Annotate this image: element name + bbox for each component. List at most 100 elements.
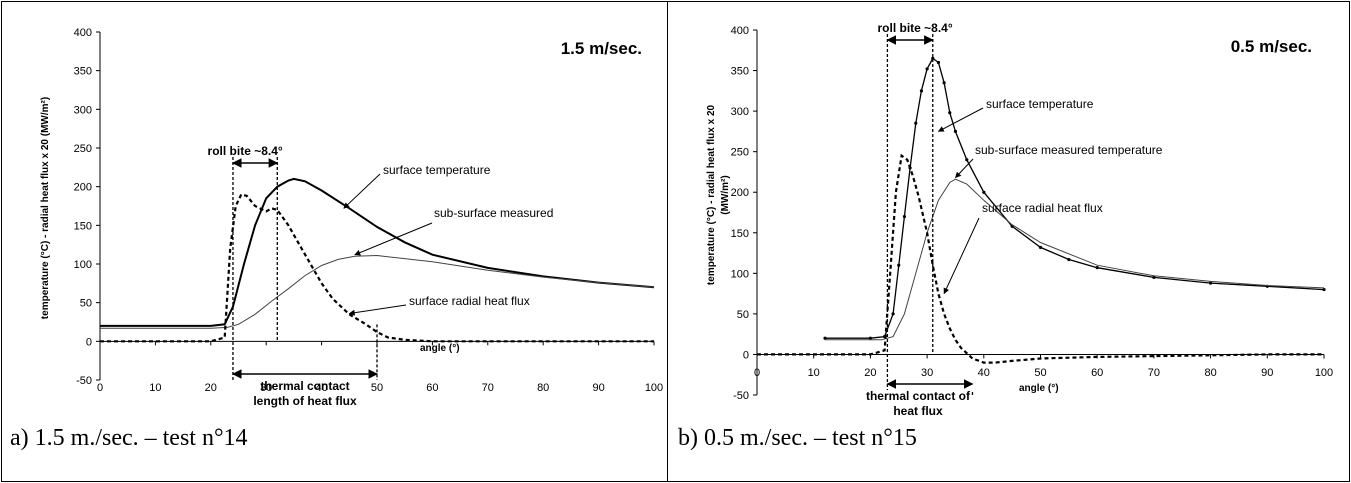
chart-0-speed-label: 1.5 m/sec.	[561, 39, 642, 58]
chart-1-x-axis-label: angle (°)	[1019, 383, 1059, 394]
chart-1-series-surface-temperature-point	[919, 89, 924, 93]
chart-1-callout-arrow	[955, 158, 974, 179]
chart-0-callout-label: sub-surface measured	[434, 206, 553, 220]
chart-0-callout-label: surface temperature	[383, 163, 491, 177]
chart-1-series-surface-temperature-point	[948, 111, 952, 115]
chart-0-series-surface-radial-heat-flux	[100, 193, 654, 343]
chart-1-series-surface-temperature-point	[823, 336, 827, 340]
chart-0-y-tick-label: 100	[74, 259, 92, 271]
panel-divider	[667, 2, 668, 481]
chart-1-series-surface-temperature-point	[914, 121, 918, 125]
chart-1-x-tick-label: 0	[754, 367, 760, 379]
chart-1-x-tick-label: 20	[864, 367, 876, 379]
chart-1-x-tick-label: 50	[1034, 367, 1046, 379]
chart-1-series-surface-temperature-point	[1152, 275, 1156, 279]
chart-0-y-tick-label: 250	[74, 143, 92, 155]
chart-1-series-surface-temperature-point	[1038, 245, 1043, 249]
chart-0-callout-arrow	[354, 222, 433, 256]
chart-1-series-surface-temperature-point	[1067, 257, 1071, 262]
chart-0-thermal-contact-label-2: length of heat flux	[253, 394, 357, 408]
caption-b: b) 0.5 m./sec. – test n°15	[678, 425, 917, 451]
chart-1-x-tick-label: 30	[921, 367, 933, 379]
chart-0-series-sub-surface-measured	[100, 254, 655, 329]
panel-b: temperature (°C) - radial heat flux x 20…	[668, 2, 1349, 481]
chart-0-x-tick-label: 10	[149, 382, 161, 394]
chart-1-y-tick-label: 150	[731, 228, 749, 240]
chart-0-y-tick-label: 200	[74, 182, 92, 194]
chart-0-callout-arrow	[343, 173, 381, 209]
chart-0-x-tick-label: 100	[645, 382, 663, 394]
chart-1-x-tick-label: 40	[978, 367, 990, 379]
chart-0-series-surface-temperature	[100, 177, 655, 327]
chart-1-roll-bite-label: roll bite ~8.4°	[878, 21, 953, 35]
panel-a: temperature (°C) - radial heat flux x 20…	[2, 2, 667, 481]
chart-1-callout-label: surface radial heat flux	[982, 201, 1103, 215]
chart-0-x-tick-label: 30	[260, 382, 272, 394]
chart-1-y-tick-label: -50	[733, 390, 749, 402]
caption-a: a) 1.5 m./sec. – test n°14	[10, 425, 248, 451]
chart-0-callout-arrow	[348, 304, 407, 316]
chart-1-y-tick-label: 0	[743, 349, 749, 361]
chart-b: temperature (°C) - radial heat flux x 20…	[706, 21, 1333, 418]
chart-1-series-surface-temperature-point	[1322, 287, 1326, 292]
chart-0-y-tick-label: 150	[74, 220, 92, 232]
chart-1-series-surface-temperature-point	[1095, 266, 1099, 270]
chart-1-y-tick-label: 100	[731, 268, 749, 280]
chart-0-callout-label: surface radial heat flux	[409, 294, 530, 308]
chart-1-x-tick-label: 100	[1315, 367, 1333, 379]
chart-1-x-tick-label: 90	[1261, 367, 1273, 379]
chart-1-series-surface-temperature-point	[925, 67, 929, 71]
chart-0-y-tick-label: 300	[74, 104, 92, 116]
chart-0-x-tick-label: 60	[426, 382, 438, 394]
chart-1-y-tick-label: 200	[731, 187, 749, 199]
chart-1-speed-label: 0.5 m/sec.	[1231, 37, 1312, 56]
chart-1-x-tick-label: 80	[1204, 367, 1216, 379]
chart-1-y-tick-label: 400	[731, 25, 749, 37]
chart-1-thermal-contact-label: thermal contact of	[866, 389, 971, 403]
chart-1-callout-label: sub-surface measured temperature	[975, 143, 1163, 157]
chart-1-series-surface-temperature-point	[982, 190, 986, 194]
chart-1-series-surface-temperature-point	[902, 214, 907, 219]
chart-0-y-tick-label: 350	[74, 66, 92, 78]
chart-1-callout-label: surface temperature	[986, 97, 1094, 111]
chart-0-x-tick-label: 50	[371, 382, 383, 394]
chart-1-series-surface-temperature-point	[936, 60, 941, 65]
chart-0-x-axis-label: angle (°)	[420, 343, 460, 354]
chart-0-y-tick-label: 0	[86, 336, 92, 348]
chart-1-series-surface-temperature-point	[897, 263, 901, 267]
chart-1-series-surface-temperature-point	[891, 312, 895, 316]
chart-1-y-tick-label: 50	[737, 309, 749, 321]
chart-1-y-tick-label: 250	[731, 147, 749, 159]
chart-0-x-tick-label: 80	[537, 382, 549, 394]
chart-1-series-surface-temperature-point	[953, 129, 958, 133]
chart-1-callout-arrow	[943, 217, 980, 295]
chart-1-x-tick-label: 60	[1091, 367, 1103, 379]
chart-1-y-axis-label: temperature (°C) - radial heat flux x 20	[706, 104, 717, 285]
chart-1-callout-arrow	[937, 107, 984, 132]
chart-0-x-tick-label: 0	[97, 382, 103, 394]
chart-0-x-tick-label: 40	[315, 382, 327, 394]
chart-1-series-surface-temperature-point	[931, 56, 935, 60]
chart-1-series-sub-surface-measured-temperature	[825, 178, 1325, 341]
chart-1-thermal-contact-label-2: heat flux	[893, 404, 943, 418]
chart-0-x-tick-label: 90	[592, 382, 604, 394]
chart-1-y-tick-label: 300	[731, 106, 749, 118]
chart-1-y-tick-label: 350	[731, 66, 749, 78]
chart-1-series-surface-temperature-point	[942, 81, 946, 85]
chart-0-y-tick-label: 400	[74, 27, 92, 39]
chart-a: temperature (°C) - radial heat flux x 20…	[40, 27, 663, 408]
chart-0-x-tick-label: 70	[482, 382, 494, 394]
chart-1-y-axis-label-unit: (MW/m²)	[720, 175, 731, 214]
chart-0-y-tick-label: 50	[80, 298, 92, 310]
chart-1-x-tick-label: 70	[1148, 367, 1160, 379]
chart-0-thermal-contact-label: thermal contact	[260, 379, 349, 393]
chart-0-y-axis-label: temperature (°C) - radial heat flux x 20…	[40, 97, 51, 319]
chart-1-series-surface-temperature-point	[868, 336, 872, 340]
chart-0-roll-bite-label: roll bite ~8.4°	[208, 144, 283, 158]
chart-1-series-surface-temperature-point	[965, 158, 969, 162]
chart-0-y-tick-label: -50	[76, 375, 92, 387]
chart-1-series-surface-temperature-point	[1209, 281, 1213, 285]
chart-1-x-tick-label: 10	[808, 367, 820, 379]
chart-0-x-tick-label: 20	[205, 382, 217, 394]
